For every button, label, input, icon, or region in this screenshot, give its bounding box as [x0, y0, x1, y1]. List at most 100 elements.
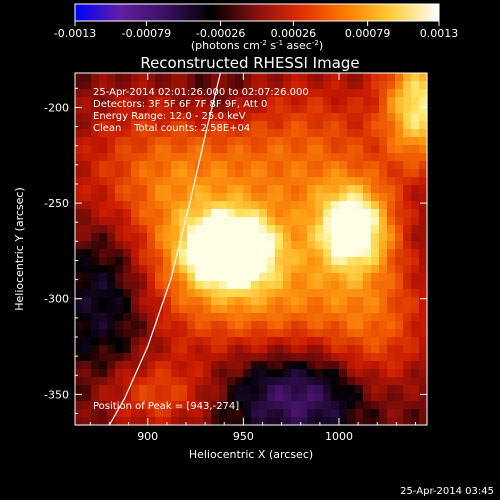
- heatmap-pixel: [275, 393, 284, 402]
- heatmap-pixel: [315, 225, 324, 234]
- heatmap-pixel: [107, 193, 116, 202]
- heatmap-pixel: [195, 161, 204, 170]
- heatmap-pixel: [115, 265, 124, 274]
- heatmap-pixel: [379, 289, 388, 298]
- heatmap-pixel: [243, 113, 252, 122]
- heatmap-pixel: [403, 361, 412, 370]
- heatmap-pixel: [75, 137, 84, 146]
- heatmap-pixel: [203, 393, 212, 402]
- heatmap-pixel: [419, 201, 428, 210]
- heatmap-pixel: [395, 185, 404, 194]
- heatmap-pixel: [91, 169, 100, 178]
- heatmap-pixel: [99, 257, 108, 266]
- heatmap-pixel: [211, 321, 220, 330]
- heatmap-pixel: [347, 353, 356, 362]
- heatmap-pixel: [163, 409, 172, 418]
- heatmap-pixel: [155, 305, 164, 314]
- heatmap-pixel: [291, 321, 300, 330]
- heatmap-pixel: [395, 121, 404, 130]
- heatmap-pixel: [115, 81, 124, 90]
- x-axis-label: Heliocentric X (arcsec): [189, 448, 313, 461]
- heatmap-pixel: [307, 273, 316, 282]
- heatmap-pixel: [219, 369, 228, 378]
- heatmap-pixel: [315, 257, 324, 266]
- heatmap-pixel: [163, 113, 172, 122]
- heatmap-pixel: [75, 193, 84, 202]
- heatmap-pixel: [91, 417, 100, 426]
- heatmap-pixel: [147, 409, 156, 418]
- heatmap-pixel: [179, 201, 188, 210]
- heatmap-pixel: [195, 369, 204, 378]
- heatmap-pixel: [251, 305, 260, 314]
- heatmap-pixel: [331, 273, 340, 282]
- heatmap-pixel: [171, 281, 180, 290]
- heatmap-pixel: [131, 385, 140, 394]
- heatmap-pixel: [115, 313, 124, 322]
- heatmap-pixel: [283, 409, 292, 418]
- heatmap-pixel: [387, 281, 396, 290]
- heatmap-pixel: [267, 377, 276, 386]
- heatmap-pixel: [371, 201, 380, 210]
- heatmap-pixel: [339, 409, 348, 418]
- heatmap-pixel: [307, 401, 316, 410]
- heatmap-pixel: [363, 161, 372, 170]
- heatmap-pixel: [179, 385, 188, 394]
- heatmap-pixel: [307, 281, 316, 290]
- heatmap-pixel: [371, 193, 380, 202]
- heatmap-pixel: [339, 361, 348, 370]
- heatmap-pixel: [379, 129, 388, 138]
- heatmap-pixel: [243, 105, 252, 114]
- heatmap-pixel: [203, 329, 212, 338]
- heatmap-pixel: [187, 249, 196, 258]
- heatmap-pixel: [363, 97, 372, 106]
- heatmap-pixel: [163, 225, 172, 234]
- heatmap-pixel: [203, 241, 212, 250]
- heatmap-pixel: [131, 97, 140, 106]
- heatmap-pixel: [411, 225, 420, 234]
- heatmap-pixel: [235, 129, 244, 138]
- heatmap-pixel: [371, 73, 380, 82]
- heatmap-pixel: [219, 289, 228, 298]
- heatmap-pixel: [227, 193, 236, 202]
- heatmap-pixel: [75, 73, 84, 82]
- colorbar-ticks: -0.0013 -0.00079 -0.00026 0.00026 0.00079 0.0…: [54, 21, 458, 40]
- heatmap-pixel: [211, 153, 220, 162]
- heatmap-pixel: [395, 305, 404, 314]
- heatmap-pixel: [203, 145, 212, 154]
- heatmap-pixel: [323, 209, 332, 218]
- heatmap-pixel: [267, 345, 276, 354]
- heatmap-pixel: [83, 177, 92, 186]
- heatmap-pixel: [395, 401, 404, 410]
- heatmap-pixel: [315, 369, 324, 378]
- heatmap-pixel: [243, 81, 252, 90]
- heatmap-pixel: [323, 361, 332, 370]
- heatmap-pixel: [339, 321, 348, 330]
- heatmap-pixel: [147, 233, 156, 242]
- heatmap-pixel: [331, 337, 340, 346]
- heatmap-pixel: [307, 337, 316, 346]
- heatmap-pixel: [171, 137, 180, 146]
- heatmap-pixel: [91, 201, 100, 210]
- heatmap-pixel: [267, 233, 276, 242]
- heatmap-pixel: [211, 401, 220, 410]
- heatmap-pixel: [283, 137, 292, 146]
- heatmap-pixel: [371, 409, 380, 418]
- heatmap-pixel: [163, 161, 172, 170]
- heatmap-pixel: [395, 249, 404, 258]
- heatmap-pixel: [323, 353, 332, 362]
- heatmap-pixel: [83, 153, 92, 162]
- heatmap-pixel: [115, 273, 124, 282]
- heatmap-pixel: [323, 113, 332, 122]
- heatmap-pixel: [387, 153, 396, 162]
- heatmap-pixel: [275, 89, 284, 98]
- heatmap-pixel: [339, 161, 348, 170]
- heatmap-pixel: [323, 161, 332, 170]
- heatmap-pixel: [363, 329, 372, 338]
- heatmap-pixel: [227, 73, 236, 82]
- heatmap-pixel: [307, 145, 316, 154]
- heatmap-pixel: [219, 145, 228, 154]
- heatmap-pixel: [275, 345, 284, 354]
- heatmap-pixel: [203, 137, 212, 146]
- heatmap-pixel: [307, 185, 316, 194]
- heatmap-pixel: [299, 281, 308, 290]
